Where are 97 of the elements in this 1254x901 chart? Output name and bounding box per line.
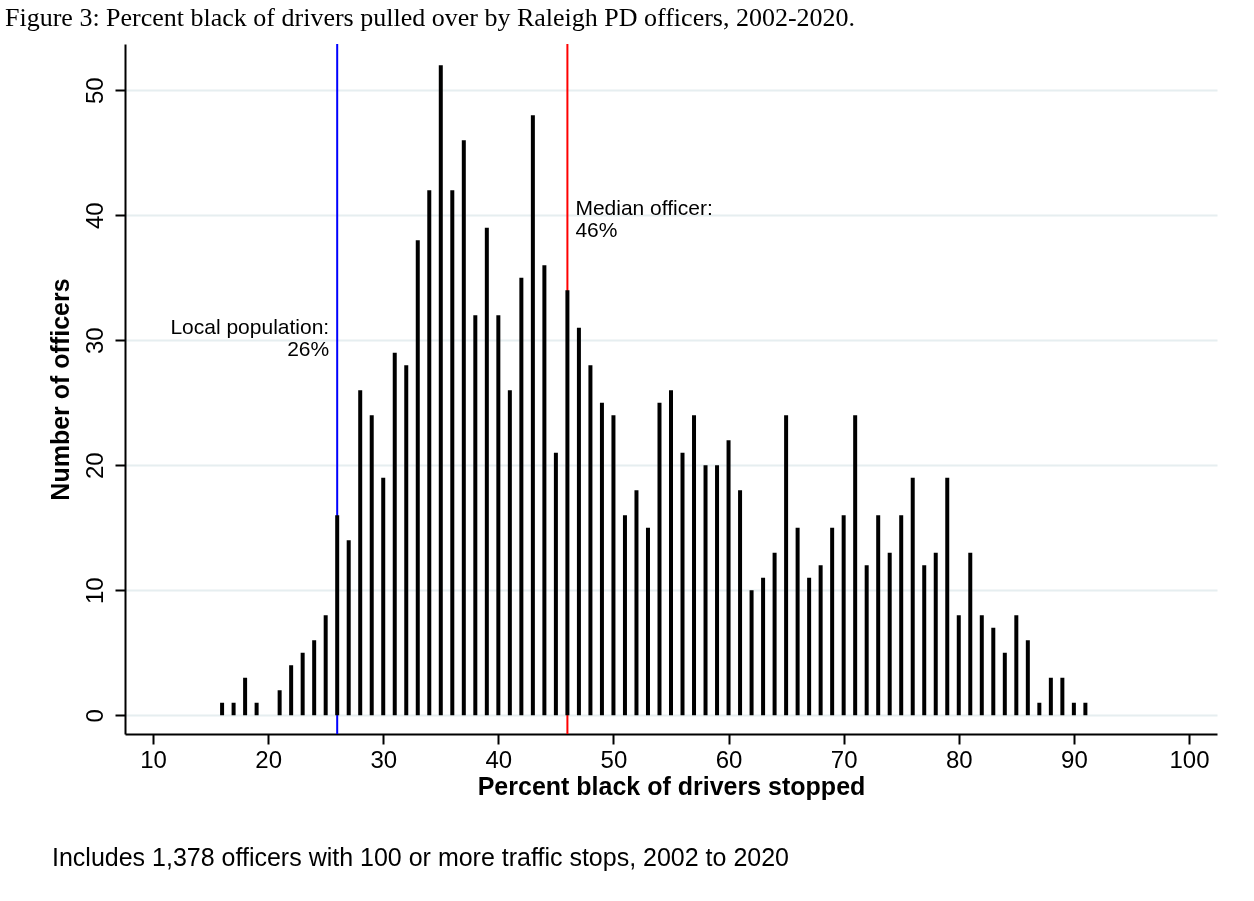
bar — [841, 515, 846, 716]
ref-line-label: Local population: 26% — [170, 314, 330, 360]
bar — [933, 552, 938, 716]
bar — [323, 615, 328, 716]
bar — [853, 415, 858, 716]
bar — [669, 390, 673, 716]
bar — [968, 552, 973, 716]
x-tick-label: 60 — [715, 745, 743, 773]
bar — [991, 627, 996, 716]
bar — [795, 527, 800, 716]
y-axis-title: Number of officers — [45, 278, 74, 501]
bar — [346, 540, 351, 716]
x-tick-label: 20 — [255, 745, 282, 773]
chart-title: Figure 3: Percent black of drivers pulled over by Raleigh PD officers, 2002-2020. — [5, 3, 856, 32]
bar — [404, 365, 409, 716]
bar — [645, 527, 650, 716]
bar — [392, 352, 397, 716]
x-tick-label: 100 — [1169, 745, 1210, 773]
bar — [1083, 702, 1088, 716]
x-tick-label: 40 — [485, 745, 513, 773]
x-tick-label: 90 — [1061, 745, 1088, 773]
bar — [910, 477, 915, 716]
bar — [254, 702, 259, 716]
bar — [427, 190, 432, 716]
bar — [415, 240, 420, 716]
bar — [922, 565, 927, 716]
bar — [680, 452, 685, 716]
bar — [876, 515, 881, 716]
bar — [979, 615, 984, 716]
bar — [243, 677, 248, 716]
y-tick-label: 40 — [80, 202, 108, 230]
bar — [772, 552, 777, 716]
text: Includes 1,378 officers with 100 or more traffic stops, 2002 to 2020 — [52, 843, 790, 872]
bar — [381, 477, 386, 716]
y-tick-label: 10 — [80, 577, 108, 605]
y-tick-label: 50 — [80, 77, 108, 105]
x-tick-label: 10 — [140, 745, 167, 773]
x-tick-label: 80 — [945, 745, 973, 773]
x-tick-label: 30 — [370, 745, 398, 773]
bar — [300, 652, 305, 716]
bar — [692, 415, 697, 716]
bar — [496, 315, 501, 716]
bar — [358, 390, 363, 716]
bar — [369, 415, 374, 716]
bar — [956, 615, 961, 716]
bar — [484, 227, 489, 716]
bar — [220, 702, 225, 716]
bar — [945, 477, 950, 716]
x-tick-label: 50 — [600, 745, 628, 773]
bar — [461, 140, 466, 716]
bar — [887, 552, 892, 716]
bar — [1037, 702, 1042, 716]
bar — [703, 465, 708, 716]
y-tick-label: 30 — [80, 327, 108, 355]
bar — [622, 515, 627, 716]
bar — [818, 565, 823, 716]
bar — [1014, 615, 1019, 716]
bar — [749, 590, 754, 716]
bar — [438, 65, 443, 716]
bar — [726, 440, 731, 716]
bar — [1060, 677, 1065, 716]
bar — [864, 565, 869, 716]
bar — [634, 490, 639, 716]
bar — [784, 415, 789, 716]
bar — [335, 515, 340, 716]
x-axis-title: Percent black of drivers stopped — [477, 771, 866, 800]
y-tick-label: 0 — [80, 709, 108, 723]
bar — [1071, 702, 1076, 716]
ref-line-label: Median officer: 46% — [575, 196, 713, 241]
bar — [277, 690, 282, 716]
x-tick-label: 70 — [830, 745, 858, 773]
bar — [588, 365, 593, 716]
bar — [611, 415, 616, 716]
bar — [1002, 652, 1007, 716]
bar — [576, 327, 581, 716]
bar — [807, 577, 812, 716]
bar — [542, 265, 547, 716]
bar — [1048, 677, 1053, 716]
bar — [599, 402, 604, 716]
bar — [565, 290, 570, 716]
bar — [231, 702, 236, 716]
bar — [1025, 640, 1030, 716]
bar — [657, 402, 662, 716]
y-tick-label: 20 — [80, 452, 108, 480]
bar — [761, 577, 766, 716]
bar — [830, 527, 835, 716]
bar — [519, 277, 524, 716]
bar — [312, 640, 317, 716]
bar — [473, 315, 478, 716]
bar — [715, 465, 720, 716]
bar — [507, 390, 512, 716]
bar — [450, 190, 455, 716]
bar — [530, 115, 535, 716]
bar — [289, 665, 294, 716]
bar — [899, 515, 904, 716]
bar — [738, 490, 743, 716]
bar — [553, 452, 558, 716]
